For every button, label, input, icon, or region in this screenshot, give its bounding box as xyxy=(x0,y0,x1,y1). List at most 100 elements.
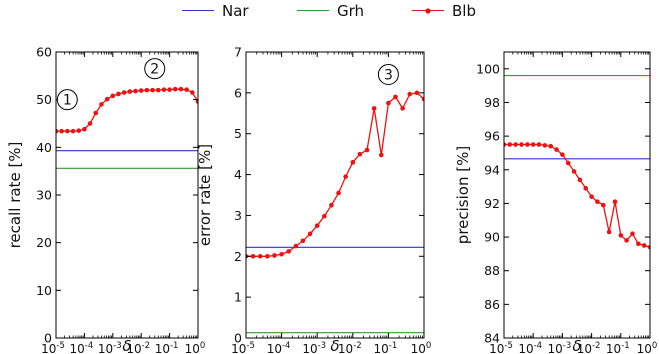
data-point-blb xyxy=(519,142,524,147)
data-point-blb xyxy=(172,86,178,92)
x-tick-label: 10-2 xyxy=(126,341,150,354)
data-point-blb xyxy=(329,202,334,208)
data-point-blb xyxy=(76,128,82,133)
data-point-blb xyxy=(133,88,138,94)
x-tick-label: 10-3 xyxy=(98,341,122,354)
data-point-blb xyxy=(378,152,384,158)
data-point-blb xyxy=(571,169,577,174)
annotation-label: 2 xyxy=(150,62,159,78)
data-point-blb xyxy=(583,185,589,191)
y-tick-label: 90 xyxy=(484,230,500,245)
series-line-blb xyxy=(504,143,650,248)
data-point-blb xyxy=(321,213,327,219)
data-point-blb xyxy=(595,199,600,205)
data-point-blb xyxy=(110,93,116,99)
data-point-blb xyxy=(371,106,377,111)
data-point-blb xyxy=(525,142,530,147)
chart-panel-1: 0 10 20 30 40 50 60 10-5 10-4 10-3 10-2 10-1 100 δ rec… xyxy=(6,45,205,354)
data-point-blb xyxy=(93,110,99,116)
y-tick-label: 50 xyxy=(36,92,52,107)
data-point-blb xyxy=(393,94,398,100)
data-point-blb xyxy=(336,190,341,196)
data-point-blb xyxy=(618,233,624,238)
data-point-blb xyxy=(530,142,536,147)
x-axis-label: δ xyxy=(330,337,339,354)
data-point-blb xyxy=(513,142,518,147)
data-point-blb xyxy=(150,87,155,93)
data-point-blb xyxy=(343,174,348,179)
data-point-blb xyxy=(647,244,650,250)
x-tick-label: 10-1 xyxy=(606,341,630,354)
y-tick-label: 100 xyxy=(476,61,500,76)
y-tick-label: 30 xyxy=(36,188,52,203)
data-point-blb xyxy=(121,90,127,95)
series-line-blb xyxy=(246,92,424,257)
y-tick-label: 0 xyxy=(44,331,52,346)
data-point-blb xyxy=(257,253,263,259)
data-point-blb xyxy=(577,177,583,183)
data-point-blb xyxy=(59,128,64,134)
data-point-blb xyxy=(65,128,70,134)
y-tick-label: 84 xyxy=(484,331,500,346)
data-point-blb xyxy=(161,87,167,92)
y-tick-label: 94 xyxy=(484,162,500,177)
x-tick-label: 10-4 xyxy=(518,341,542,354)
data-point-blb xyxy=(357,151,363,157)
y-tick-label: 5 xyxy=(234,126,242,141)
data-point-blb xyxy=(560,152,565,157)
data-point-blb xyxy=(507,142,513,147)
data-point-blb xyxy=(314,223,320,228)
series-group xyxy=(56,86,198,169)
data-point-blb xyxy=(178,86,184,92)
x-tick-label: 10-1 xyxy=(155,341,179,354)
plot-frame xyxy=(55,51,199,339)
x-tick-label: 10-3 xyxy=(548,341,572,354)
data-point-blb xyxy=(504,142,507,147)
y-tick-label: 96 xyxy=(484,129,500,144)
y-tick-label: 98 xyxy=(484,95,500,110)
series-line-blb xyxy=(56,88,198,132)
data-point-blb xyxy=(250,253,256,259)
data-point-blb xyxy=(127,89,133,94)
annotation-circle xyxy=(56,89,78,111)
legend-marker-blb xyxy=(425,8,431,14)
y-tick-label: 60 xyxy=(36,45,52,60)
data-point-blb xyxy=(138,88,144,93)
data-point-blb xyxy=(636,241,641,247)
y-tick-label: 92 xyxy=(484,196,500,211)
data-point-blb xyxy=(87,121,93,126)
data-point-blb xyxy=(386,100,391,106)
annotation-circle xyxy=(377,63,399,85)
data-point-blb xyxy=(630,231,635,236)
data-point-blb xyxy=(414,90,420,96)
annotation-label: 1 xyxy=(63,93,72,109)
data-point-blb xyxy=(184,87,189,92)
y-tick-label: 6 xyxy=(234,85,242,100)
series-group xyxy=(504,74,650,250)
y-axis-label: error rate [%] xyxy=(196,144,214,246)
y-tick-label: 40 xyxy=(36,140,52,155)
data-point-blb xyxy=(104,96,110,102)
y-axis-label: recall rate [%] xyxy=(6,142,24,249)
data-point-blb xyxy=(307,231,313,237)
y-tick-label: 86 xyxy=(484,297,500,312)
data-point-blb xyxy=(279,251,284,257)
data-point-blb xyxy=(56,128,59,134)
y-axis-label: precision [%] xyxy=(454,146,472,244)
x-axis-label: δ xyxy=(572,337,581,354)
data-point-blb xyxy=(421,96,424,102)
data-point-blb xyxy=(82,126,87,132)
data-point-blb xyxy=(195,99,198,104)
data-point-blb xyxy=(600,202,606,208)
data-point-blb xyxy=(286,249,291,254)
x-tick-label: 10-5 xyxy=(41,341,65,354)
y-tick-label: 3 xyxy=(234,208,242,223)
x-tick-label: 10-5 xyxy=(231,341,255,354)
legend-line-nar xyxy=(182,10,214,11)
data-point-blb xyxy=(116,91,121,97)
x-tick-label: 100 xyxy=(185,341,206,354)
data-point-blb xyxy=(190,90,195,95)
legend-label-nar: Nar xyxy=(222,2,249,20)
